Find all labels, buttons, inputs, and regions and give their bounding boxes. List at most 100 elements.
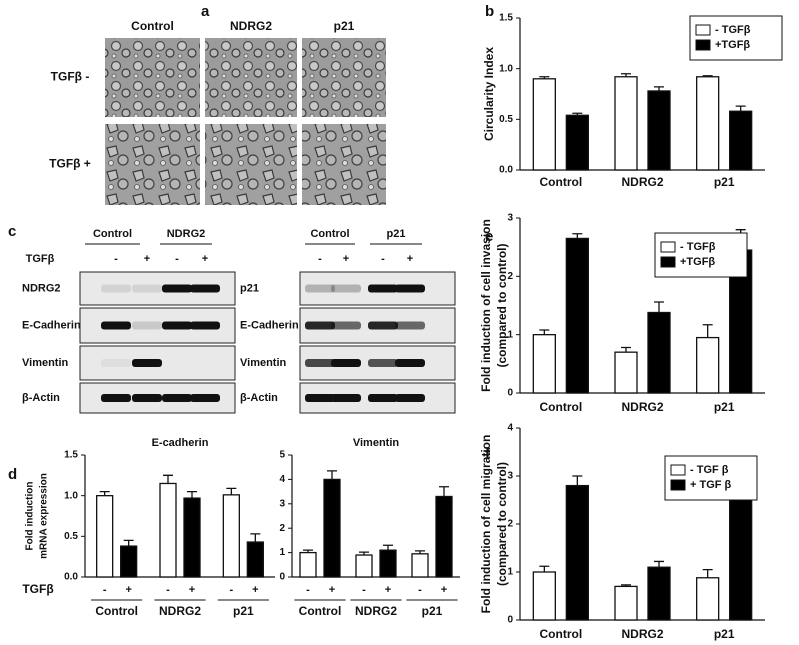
bar xyxy=(222,494,240,578)
bar xyxy=(120,545,138,578)
y-axis-label: Fold induction of cell migration xyxy=(479,435,493,614)
bar xyxy=(696,336,720,394)
legend-label: - TGFβ xyxy=(715,24,751,36)
treatment-label: TGFβ xyxy=(26,253,55,265)
panel-label: a xyxy=(201,3,210,20)
blot-band xyxy=(162,394,192,402)
figure-layer: a b c d e f Control NDRG2 p21 TGFβ - TGFβ + Control… xyxy=(8,3,783,641)
x-tick-label: NDRG2 xyxy=(355,604,397,618)
error-bar xyxy=(250,533,261,543)
group-label: + xyxy=(329,584,335,596)
blot-group-label: p21 xyxy=(387,228,406,240)
y-tick-label: 1 xyxy=(507,329,513,340)
bar xyxy=(435,495,453,578)
error-bar xyxy=(539,329,550,335)
error-bar xyxy=(163,474,173,484)
panel-label: b xyxy=(485,3,494,20)
legend-swatch xyxy=(695,24,711,36)
error-bar xyxy=(621,346,631,353)
bar xyxy=(96,495,114,578)
blot-band xyxy=(368,394,398,402)
group-label: + xyxy=(441,584,447,596)
y-tick-label: 1.0 xyxy=(64,490,78,501)
error-bar xyxy=(654,86,664,91)
bar xyxy=(614,76,638,171)
bar xyxy=(565,484,589,621)
error-bar xyxy=(735,105,746,112)
legend-box xyxy=(654,232,748,278)
y-tick-label: 2 xyxy=(279,523,285,534)
bar xyxy=(532,78,556,171)
y-tick-label: 0.0 xyxy=(499,165,513,176)
micrograph xyxy=(302,38,386,117)
y-tick-label: 4 xyxy=(279,474,285,485)
error-bar xyxy=(702,568,713,578)
panel-label: f xyxy=(485,446,491,463)
error-bar xyxy=(123,539,134,547)
chart-title: Vimentin xyxy=(353,437,400,449)
blot-band xyxy=(132,359,162,367)
legend-label: + TGF β xyxy=(690,479,732,491)
x-tick-label: p21 xyxy=(714,627,735,641)
error-bar xyxy=(303,549,313,553)
legend-label: - TGF β xyxy=(690,464,729,476)
y-tick-label: 1.5 xyxy=(64,450,78,461)
blot-band xyxy=(190,394,220,402)
bar xyxy=(729,498,753,621)
y-tick-label: 4 xyxy=(507,423,513,434)
group-label: - xyxy=(418,584,422,596)
y-tick-label: 1 xyxy=(507,567,513,578)
group-label: - xyxy=(166,584,170,596)
legend-swatch xyxy=(660,256,676,268)
blot-band xyxy=(331,359,361,367)
error-bar xyxy=(621,73,631,77)
x-tick-label: Control xyxy=(540,400,583,414)
x-tick-label: Control xyxy=(299,604,342,618)
bar xyxy=(183,497,201,578)
bar xyxy=(379,549,397,578)
blot-band xyxy=(331,284,361,293)
y-tick-label: 5 xyxy=(279,450,285,461)
error-bar xyxy=(654,301,664,313)
y-tick-label: 3 xyxy=(507,471,513,482)
blot-band xyxy=(305,359,335,367)
blot-band xyxy=(395,321,425,330)
row-label: TGFβ - xyxy=(51,70,90,84)
error-bar xyxy=(359,551,369,556)
chart-title: E-cadherin xyxy=(152,437,209,449)
blot-row-label: Vimentin xyxy=(22,357,69,369)
blot-row-label: E-Cadherin xyxy=(240,319,299,331)
blot-band xyxy=(101,359,131,367)
bar xyxy=(647,90,671,171)
x-tick-label: p21 xyxy=(422,604,443,618)
blot-band xyxy=(368,284,398,293)
blot-row-label: E-Cadherin xyxy=(22,319,81,331)
group-label: + xyxy=(385,584,391,596)
lane-label: + xyxy=(202,253,208,265)
y-tick-label: 3 xyxy=(507,213,513,224)
error-bar xyxy=(327,470,337,480)
blot-row-label: Vimentin xyxy=(240,357,287,369)
blot-band xyxy=(331,394,361,402)
legend-box xyxy=(664,455,758,501)
blot-band xyxy=(101,284,131,293)
bar xyxy=(532,334,556,394)
blot-band xyxy=(368,359,398,367)
factor-label: TGFβ xyxy=(22,582,53,596)
y-tick-label: 3 xyxy=(279,498,285,509)
blot-band xyxy=(395,394,425,402)
group-label: - xyxy=(103,584,107,596)
bar xyxy=(614,351,638,394)
x-tick-label: NDRG2 xyxy=(621,175,663,189)
legend-label: - TGFβ xyxy=(680,241,716,253)
error-bar xyxy=(702,75,713,77)
y-tick-label: 1.0 xyxy=(499,63,513,74)
y-tick-label: 1 xyxy=(279,547,285,558)
x-tick-label: NDRG2 xyxy=(621,400,663,414)
y-tick-label: 0 xyxy=(507,615,513,626)
error-bar xyxy=(415,550,425,554)
bar xyxy=(355,554,373,578)
blot-band xyxy=(190,321,220,330)
blot-band xyxy=(305,321,335,330)
